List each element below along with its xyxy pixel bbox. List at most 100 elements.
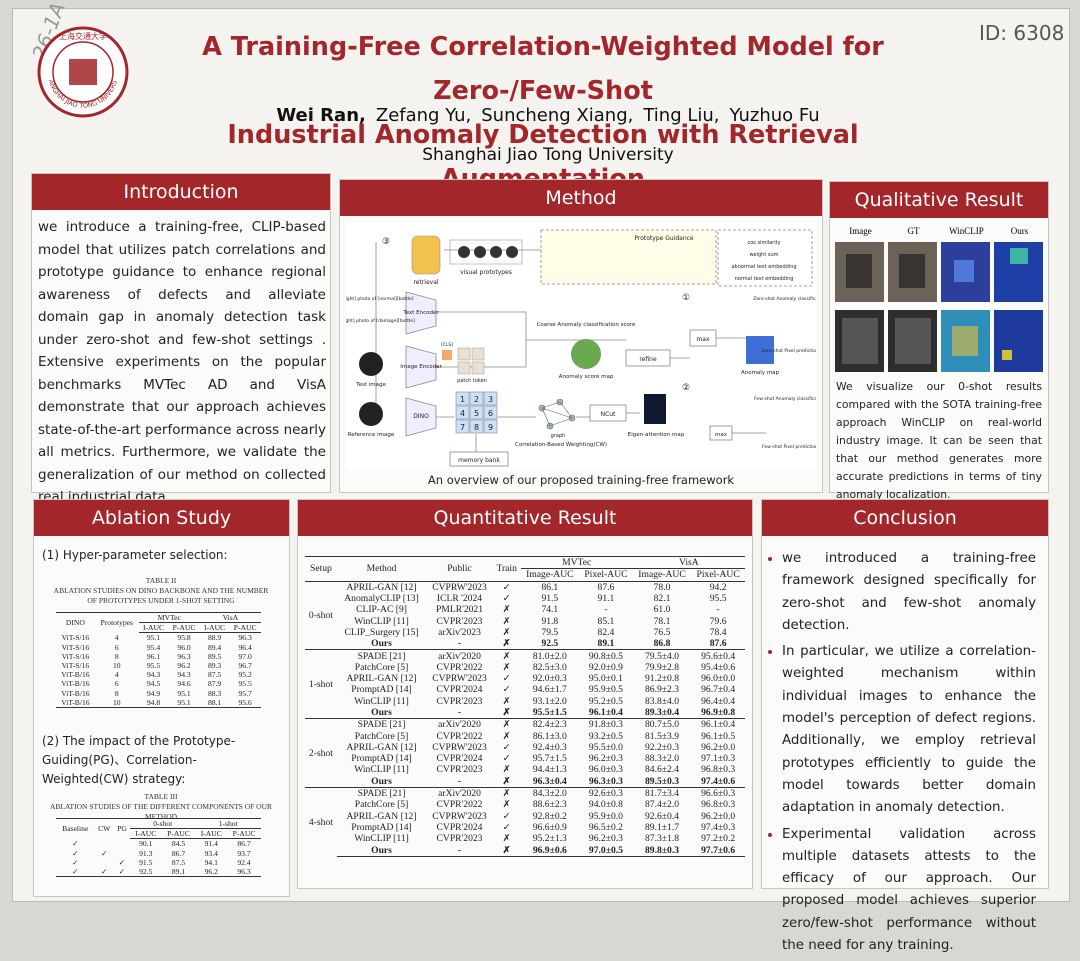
table-cell: PatchCore [5] xyxy=(354,730,409,742)
decoration xyxy=(899,254,925,288)
table-head: Baseline CW PG 0-shot 1-shot I-AUC P-AUC I-AUC P… xyxy=(56,817,261,840)
table-cell: Ours xyxy=(336,844,427,857)
diagram-label: normal text embedding xyxy=(735,276,794,282)
table-cell: 86.1±3.0 xyxy=(532,730,567,742)
table-cell: 90.8±0.5 xyxy=(579,649,633,662)
table-cell: Ours xyxy=(371,707,392,718)
author: Suncheng Xiang, xyxy=(481,105,634,126)
table-cell: ViT-B/16 xyxy=(61,688,90,698)
bullet: In particular, we utilize a correlation-… xyxy=(782,641,1036,819)
header-row: DINO Prototypes MVTec VisA xyxy=(56,611,261,633)
table-cell: 95.7 xyxy=(238,688,252,698)
table-cell: 92.4 xyxy=(237,857,251,867)
setup-cell: 2-shot xyxy=(305,718,337,788)
method-diagram: ③ ① ② retrieval visual prototypes Prototype G… xyxy=(346,222,816,470)
table-cell: WinCLIP [11] xyxy=(354,695,409,707)
table-cell: 89.5 xyxy=(207,651,222,661)
table-cell: ✗ xyxy=(502,604,511,616)
table-cell: 91.5 xyxy=(541,593,559,605)
table-cell: ✓ xyxy=(118,857,126,867)
table-cell: ✓ xyxy=(502,821,511,833)
logo: SHANGHAI JIAO TONG UNIVERSITY 上海交通大学 xyxy=(35,19,129,118)
table-row: ✓ 90.1 84.5 91.4 86.7 xyxy=(56,839,261,849)
table-cell: 89.1 xyxy=(597,638,615,650)
table-cell: 86.8 xyxy=(653,638,671,650)
table-cell: ✗ xyxy=(492,786,521,800)
table-cell: 95.5±0.0 xyxy=(588,741,623,753)
header-cell: 1-shot xyxy=(195,817,261,830)
table-cell: 97.4±0.6 xyxy=(701,775,736,787)
diagram-label: Test image xyxy=(355,382,386,388)
table: DINO Prototypes MVTec VisA I-AUC P-AUC I-AUC P-… xyxy=(56,611,261,708)
intro-panel: Introduction we introduce a training-fre… xyxy=(31,173,331,505)
header-cell: Method xyxy=(336,556,427,582)
table-cell: 96.0±0.3 xyxy=(588,764,623,776)
author: Yuzhuo Fu xyxy=(729,105,820,126)
grid-digit: 4 xyxy=(460,409,465,418)
table-cell: 92.6±0.3 xyxy=(579,786,633,800)
table-cell: ✗ xyxy=(502,626,511,638)
table-row: 4-shot SPADE [21] arXiv'2020 ✗ 84.3±2.0 92.6±… xyxy=(305,786,745,857)
table-cell: 80.7±5.0 xyxy=(632,718,692,731)
table-cell: 8 xyxy=(114,688,119,698)
decoration xyxy=(359,402,383,426)
panel-heading: Introduction xyxy=(32,174,330,210)
diagram-label: ③ xyxy=(382,237,390,247)
table-cell: ✓ xyxy=(502,673,511,685)
table-row: PatchCore [5] CVPR'2022 ✗ 88.6±2.3 94.0±0.8 8… xyxy=(305,799,745,810)
table-row: 1-shot SPADE [21] arXiv'2020 ✗ 81.0±2.0 90.8±… xyxy=(305,649,745,719)
decoration xyxy=(540,229,717,285)
table-cell: 96.5±0.2 xyxy=(588,821,623,833)
table-cell: PromptAD [14] xyxy=(351,821,412,833)
decoration xyxy=(842,318,878,364)
diagram-label: Zero-shot Anomaly classification xyxy=(753,296,816,302)
table-cell: 92.4±0.3 xyxy=(532,741,567,753)
table-row: ViT-S/16 10 95.5 96.2 89.3 96.7 xyxy=(56,661,261,670)
table-cell: 96.3±0.3 xyxy=(588,775,623,787)
affiliation: Shanghai Jiao Tong University xyxy=(422,145,674,165)
table-cell: ✗ xyxy=(492,649,521,662)
diagram-label: refine xyxy=(639,356,657,363)
table-cell: 95.4±0.6 xyxy=(701,661,736,673)
table-cell: PMLR'2021 xyxy=(435,604,484,616)
header-row: I-AUC P-AUC I-AUC P-AUC xyxy=(56,622,261,634)
table-cell: 97.0±0.5 xyxy=(579,844,633,857)
header-cell: I-AUC xyxy=(195,828,228,840)
table-cell: ViT-S/16 xyxy=(61,633,90,643)
decoration xyxy=(717,229,813,287)
table-cell: ✓ xyxy=(502,810,511,822)
grid-cell xyxy=(469,391,484,406)
table-cell: 95.0±0.1 xyxy=(588,673,623,685)
table-cell: 87.5 xyxy=(171,857,186,867)
table-cell: 96.2±0.3 xyxy=(588,833,623,845)
decoration xyxy=(954,260,974,282)
table-cell: 89.5±0.3 xyxy=(644,775,680,787)
diagram-label: NCut xyxy=(601,411,616,418)
table-cell: 96.6±0.9 xyxy=(532,821,567,833)
diagram-label: Eigen-attention map xyxy=(628,432,685,438)
table-title: TABLE III xyxy=(144,792,178,801)
table-cell: 88.6±2.3 xyxy=(532,799,567,811)
table-cell: arXiv'2020 xyxy=(426,718,493,731)
decoration xyxy=(457,347,485,375)
table-row: APRIL-GAN [12] CVPRW'2023 ✓ 92.8±0.2 95.9±0.… xyxy=(305,811,745,822)
table-cell: 88.9 xyxy=(207,633,222,643)
table-cell: 87.6 xyxy=(579,580,633,593)
table-cell: 4 xyxy=(114,633,119,643)
table-cell: 87.3±1.8 xyxy=(644,833,680,845)
grid-digit: 7 xyxy=(460,423,465,432)
table-cell: WinCLIP [11] xyxy=(354,833,409,845)
table-title: TABLE II xyxy=(145,576,177,585)
table-cell: 78.1 xyxy=(653,615,671,627)
diagram-label: weight sum xyxy=(749,252,778,258)
decoration xyxy=(69,59,97,85)
table-caption-text: Ablation studies on DINO backbone and th… xyxy=(53,586,269,605)
table-cell: ICLR '2024 xyxy=(436,593,483,605)
table-cell: 8 xyxy=(114,651,119,661)
diagram-label: Few-shot Anomaly classification xyxy=(754,396,816,402)
table-cell: 95.2±1.3 xyxy=(532,833,567,845)
decoration xyxy=(895,318,931,364)
table-row: Ours - ✗ 95.5±1.5 96.1±0.4 89.3±0.4 96.9±0.8 xyxy=(305,707,745,719)
table-cell: 95.5 xyxy=(238,679,252,689)
table-cell: 87.6 xyxy=(709,638,727,650)
